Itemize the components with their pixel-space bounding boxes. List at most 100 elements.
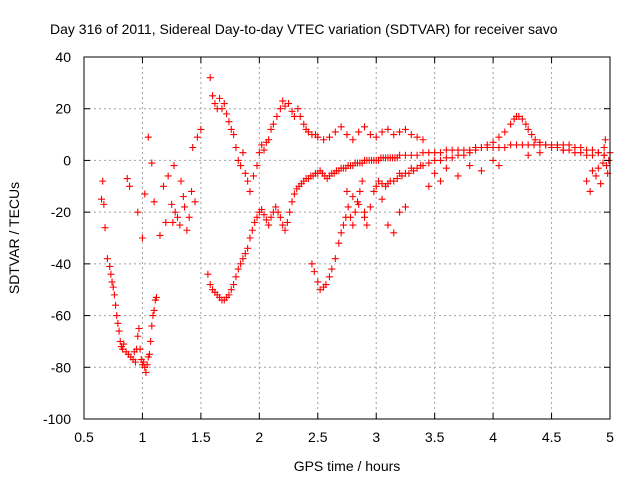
data-point [103, 255, 111, 263]
data-point [239, 255, 247, 263]
data-point [466, 149, 474, 157]
data-point [304, 128, 312, 136]
data-point [107, 270, 115, 278]
data-point [448, 146, 456, 154]
data-point [407, 151, 415, 159]
data-point [349, 193, 357, 201]
data-point [507, 120, 515, 128]
data-point [518, 141, 526, 149]
data-point [148, 322, 156, 330]
data-point [156, 231, 164, 239]
data-point [524, 141, 532, 149]
plot-frame [83, 56, 611, 420]
x-tick-label: 1.5 [191, 429, 211, 445]
data-point [142, 368, 150, 376]
y-tick-label: -80 [51, 359, 71, 375]
grid-lines [84, 57, 610, 419]
data-point [225, 291, 233, 299]
data-point [425, 182, 433, 190]
data-point [164, 172, 172, 180]
data-point [234, 265, 242, 273]
data-point [335, 239, 343, 247]
y-tick-label: -60 [51, 308, 71, 324]
data-point [188, 187, 196, 195]
x-tick-label: 2 [255, 429, 263, 445]
data-point [442, 154, 450, 162]
data-point [351, 208, 359, 216]
x-tick-label: 4 [489, 429, 497, 445]
x-tick-label: 0.5 [74, 429, 94, 445]
data-point [148, 159, 156, 167]
data-point [134, 332, 142, 340]
data-point [602, 162, 610, 170]
data-point [460, 151, 468, 159]
data-point [378, 128, 386, 136]
data-point [477, 167, 485, 175]
data-point [577, 149, 585, 157]
data-point [286, 208, 294, 216]
data-point [407, 131, 415, 139]
data-point [296, 112, 304, 120]
data-point [337, 123, 345, 131]
data-point [260, 146, 268, 154]
data-point [197, 125, 205, 133]
data-point [230, 131, 238, 139]
y-tick-label: -20 [51, 204, 71, 220]
data-point [126, 182, 134, 190]
data-point [347, 213, 355, 221]
data-point [372, 182, 380, 190]
data-point [344, 203, 352, 211]
data-point [106, 262, 114, 270]
data-point [401, 203, 409, 211]
data-point [413, 151, 421, 159]
data-point [223, 110, 231, 118]
data-point [108, 278, 116, 286]
y-tick-label: -100 [43, 411, 71, 427]
data-point [431, 156, 439, 164]
data-point [258, 141, 266, 149]
data-point [283, 218, 291, 226]
data-point [536, 149, 544, 157]
data-point [413, 164, 421, 172]
data-point [218, 105, 226, 113]
data-point [149, 312, 157, 320]
data-point [425, 159, 433, 167]
data-point [274, 208, 282, 216]
data-point [331, 255, 339, 263]
data-point [349, 136, 357, 144]
data-point [138, 234, 146, 242]
data-point [401, 125, 409, 133]
data-point [237, 162, 245, 170]
data-point [191, 198, 199, 206]
data-point [169, 218, 177, 226]
data-point [378, 195, 386, 203]
data-point [454, 172, 462, 180]
data-point [206, 281, 214, 289]
data-point [209, 92, 217, 100]
data-point [265, 136, 273, 144]
data-point [220, 100, 228, 108]
data-point [553, 144, 561, 151]
data-point [410, 167, 418, 175]
data-point [162, 218, 170, 226]
data-point [586, 187, 594, 195]
data-point [258, 206, 266, 214]
data-point [100, 200, 108, 208]
data-point [120, 340, 128, 348]
data-point [234, 156, 242, 164]
data-point [290, 112, 298, 120]
data-point [372, 133, 380, 141]
data-point [375, 177, 383, 185]
data-point [265, 221, 273, 229]
data-point [116, 337, 124, 345]
data-point [255, 149, 263, 157]
data-point [211, 100, 219, 108]
data-point [331, 128, 339, 136]
data-point [442, 164, 450, 172]
data-point [515, 112, 523, 120]
data-point [119, 345, 127, 353]
data-point [273, 112, 281, 120]
data-point [542, 141, 550, 149]
data-point [592, 172, 600, 180]
